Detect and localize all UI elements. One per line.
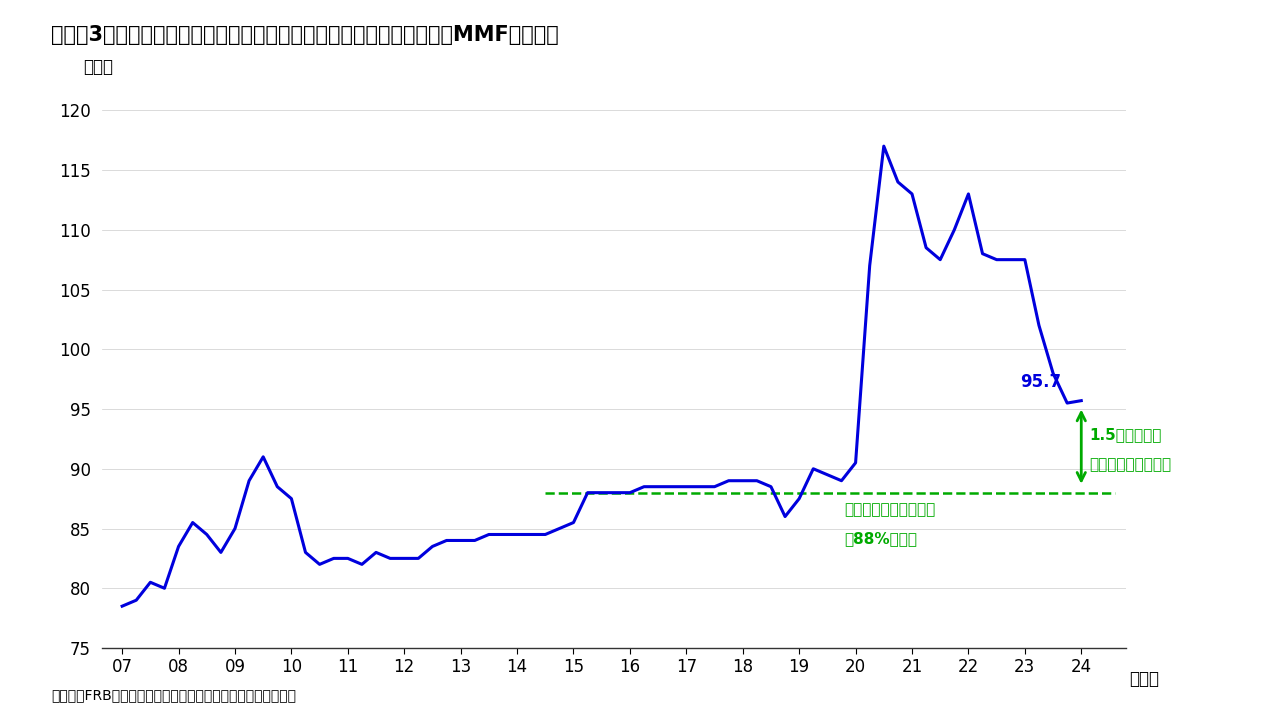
Text: （図表3）米国：年間民間消費に対する家計保有キャッシュ（現預金＋MMF）の割合: （図表3）米国：年間民間消費に対する家計保有キャッシュ（現預金＋MMF）の割合	[51, 25, 559, 45]
Text: コロナ前の平均的水準: コロナ前の平均的水準	[845, 503, 936, 517]
Text: （％）: （％）	[83, 58, 113, 76]
Text: （出所）FRB（米連邦準備理事会）資料よりインベスコが作成: （出所）FRB（米連邦準備理事会）資料よりインベスコが作成	[51, 688, 296, 702]
Text: 1.5兆ドル程度: 1.5兆ドル程度	[1089, 427, 1162, 442]
Text: を追加投資する余地: を追加投資する余地	[1089, 457, 1172, 472]
Text: （88%程度）: （88%程度）	[845, 531, 918, 546]
Text: （年）: （年）	[1129, 670, 1160, 688]
Text: 95.7: 95.7	[1020, 373, 1061, 391]
